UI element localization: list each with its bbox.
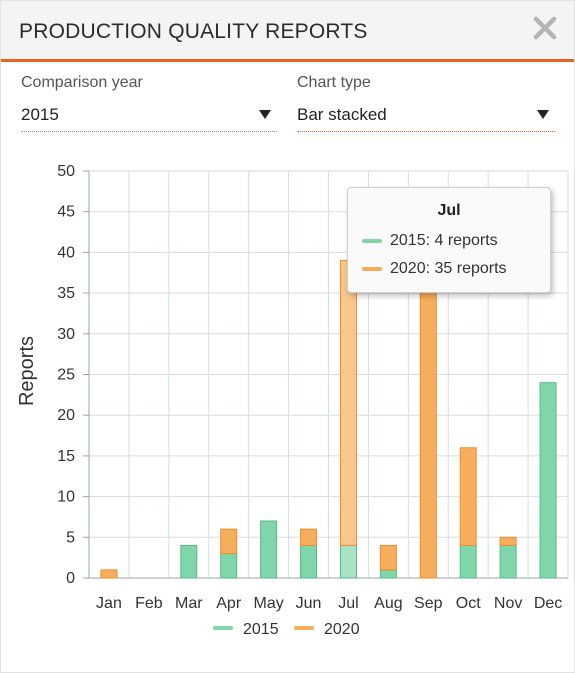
bar-2020-apr: [220, 528, 238, 555]
bar-2015-mar: [180, 544, 198, 579]
tooltip-row-label: 2015:: [390, 232, 431, 249]
y-tick-label: 30: [57, 326, 75, 343]
bar-2015-jul: [339, 544, 357, 579]
tooltip-row-2020: 2020: 35 reports: [362, 260, 507, 278]
y-tick-label: 25: [57, 367, 75, 384]
panel-title: PRODUCTION QUALITY REPORTS: [19, 20, 368, 43]
series-2020-swatch: [362, 266, 382, 271]
bar-2015-jun: [300, 544, 318, 579]
tooltip-row-2015: 2015: 4 reports: [362, 232, 498, 250]
y-tick-label: 5: [66, 529, 75, 546]
x-tick-label: Mar: [175, 595, 203, 612]
comparison-year-value: 2015: [21, 105, 59, 124]
legend-2020-label: 2020: [324, 621, 360, 638]
y-axis-label: Reports: [16, 336, 38, 406]
bar-2020-oct: [459, 447, 477, 546]
y-tick-label: 20: [57, 407, 75, 424]
bar-2015-aug: [379, 569, 397, 579]
bar-2020-aug: [379, 544, 397, 571]
series-2015-swatch: [362, 238, 382, 243]
y-tick-label: 50: [57, 163, 75, 180]
bar-2020-jun: [300, 528, 318, 546]
bar-2020-nov: [499, 536, 517, 546]
y-tick-label: 35: [57, 285, 75, 302]
bar-2020-jan: [100, 569, 118, 579]
chart-legend: 2015 2020: [213, 621, 360, 638]
bar-2015-apr: [220, 553, 238, 579]
tooltip-row-value: 35 reports: [434, 260, 507, 277]
tooltip-row-label: 2020:: [390, 260, 431, 277]
x-tick-label: May: [254, 595, 284, 612]
x-tick-label: Jan: [96, 595, 122, 612]
bar-2015-nov: [499, 544, 517, 579]
bar-2015-may: [260, 520, 278, 579]
x-tick-label: Dec: [534, 595, 562, 612]
chart-type-value: Bar stacked: [297, 105, 387, 124]
x-axis-ticks: Jan Feb Mar Apr May Jun Jul Aug Sep Oct Nov Dec: [96, 595, 562, 612]
tooltip-row-value: 4 reports: [434, 232, 498, 249]
comparison-year-select[interactable]: 2015: [21, 101, 277, 132]
y-tick-label: 45: [57, 204, 75, 221]
x-tick-label: Jun: [296, 595, 322, 612]
y-tick-label: 15: [57, 448, 75, 465]
chart-tooltip: Jul 2015: 4 reports 2020: 35 reports: [347, 187, 551, 293]
y-tick-label: 40: [57, 244, 75, 261]
x-tick-label: Jul: [338, 595, 358, 612]
x-tick-label: Sep: [414, 595, 443, 612]
x-tick-label: Apr: [216, 595, 242, 612]
y-axis-ticks: 0 5 10 15 20 25 30 35 40 45 50: [57, 163, 89, 587]
x-tick-label: Nov: [494, 595, 522, 612]
x-tick-label: Aug: [374, 595, 402, 612]
tooltip-title: Jul: [437, 202, 461, 219]
chevron-down-icon: [537, 110, 549, 119]
comparison-year-label: Comparison year: [21, 74, 143, 91]
x-tick-label: Oct: [456, 595, 481, 612]
y-tick-label: 0: [66, 570, 75, 587]
close-icon[interactable]: [530, 13, 560, 43]
legend-2020-swatch: [294, 626, 314, 630]
panel-header: PRODUCTION QUALITY REPORTS: [1, 1, 574, 62]
bar-2015-dec: [539, 382, 557, 579]
chart-bars: [100, 235, 557, 579]
chart-type-label: Chart type: [297, 74, 371, 91]
x-tick-label: Feb: [135, 595, 163, 612]
bar-2020-jul: [339, 260, 357, 546]
chart-type-select[interactable]: Bar stacked: [297, 101, 555, 132]
bar-2015-oct: [459, 544, 477, 579]
legend-2015-label: 2015: [243, 621, 279, 638]
y-tick-label: 10: [57, 489, 75, 506]
chevron-down-icon: [259, 110, 271, 119]
legend-2015-swatch: [213, 626, 233, 630]
